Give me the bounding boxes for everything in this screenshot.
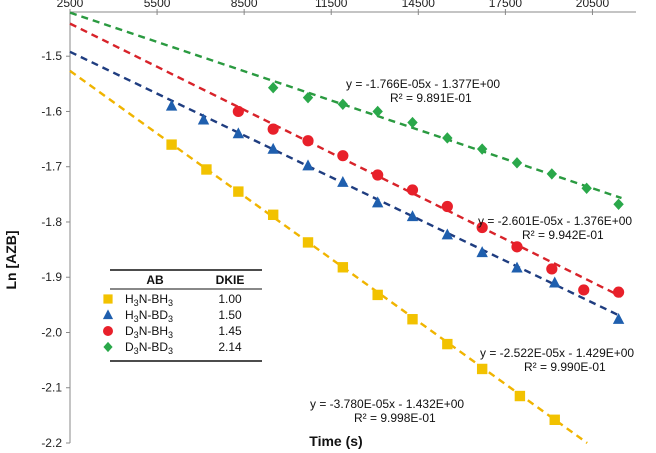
data-point (267, 142, 279, 154)
data-point (442, 132, 453, 144)
fit-r-squared: R² = 9.942E-01 (522, 228, 604, 242)
data-point (581, 182, 592, 194)
data-point (302, 159, 314, 171)
data-point (165, 99, 178, 111)
data-point (546, 168, 558, 180)
x-tick-label: 2500 (57, 0, 84, 10)
data-point (267, 123, 279, 135)
data-point (232, 127, 245, 139)
fit-r-squared: R² = 9.998E-01 (354, 411, 436, 425)
x-axis-title: Time (s) (309, 433, 362, 449)
data-point (476, 363, 488, 375)
data-point (578, 284, 590, 296)
axes: 2500 5500 8500 11500 14500 17500 20500 -1.5 -1.6… (41, 0, 636, 450)
data-point (232, 105, 244, 118)
data-point (103, 294, 113, 304)
legend-label: H3N-BH3 (125, 292, 173, 308)
data-point (372, 105, 383, 118)
x-tick-label: 17500 (489, 0, 523, 10)
data-point (406, 184, 419, 196)
y-tick-label: -1.8 (41, 215, 62, 229)
fit-equation: y = -2.601E-05x - 1.376E+00 (478, 214, 632, 228)
legend-dkie-value: 1.50 (218, 308, 242, 322)
y-axis-title: Ln [AZB] (3, 230, 19, 289)
fit-equation: y = -3.780E-05x - 1.432E+00 (310, 397, 464, 411)
data-point (337, 150, 349, 162)
x-tick-label: 11500 (315, 0, 348, 10)
data-point (406, 210, 419, 222)
fit-equation: y = -2.522E-05x - 1.429E+00 (480, 346, 634, 360)
data-point (372, 169, 384, 181)
fit-r-squared: R² = 9.990E-01 (524, 360, 606, 374)
data-point (337, 175, 349, 187)
legend-label: H3N-BD3 (125, 308, 173, 324)
y-tick-label: -2.1 (41, 381, 62, 395)
data-point (511, 241, 523, 253)
fit-line (69, 69, 588, 444)
x-tick-label: 14500 (402, 0, 436, 10)
data-point (514, 390, 526, 402)
data-point (476, 246, 488, 258)
legend-label: D3N-BD3 (125, 340, 173, 356)
data-point (441, 228, 454, 240)
data-point (546, 263, 558, 275)
y-tick-label: -1.9 (41, 270, 62, 284)
legend-dkie-value: 1.45 (218, 324, 242, 338)
data-point (166, 139, 177, 150)
legend-label: D3N-BH3 (125, 324, 173, 340)
data-point (337, 98, 349, 110)
data-points (165, 82, 625, 425)
legend-header-dkie: DKIE (216, 273, 245, 287)
data-point (337, 262, 349, 273)
legend-dkie-value: 2.14 (218, 340, 242, 354)
y-tick-label: -1.6 (41, 104, 62, 118)
data-point (372, 289, 383, 301)
legend-dkie-value: 1.00 (218, 292, 242, 306)
data-point (267, 82, 279, 94)
x-tick-label: 20500 (576, 0, 610, 10)
data-point (612, 313, 625, 324)
data-point (612, 286, 625, 298)
y-tick-label: -2.0 (41, 325, 62, 339)
y-tick-label: -2.2 (41, 436, 62, 450)
data-point (441, 200, 453, 213)
data-point (407, 116, 418, 129)
data-point (233, 186, 244, 197)
data-point (267, 209, 279, 220)
y-tick-label: -1.7 (41, 160, 62, 174)
data-point (407, 314, 418, 325)
fit-line (69, 22, 623, 298)
data-point (103, 341, 113, 353)
data-point (302, 91, 314, 104)
data-point (549, 414, 560, 425)
data-point (201, 164, 212, 175)
data-point (511, 157, 523, 169)
fit-equation: y = -1.766E-05x - 1.377E+00 (346, 77, 500, 91)
data-point (511, 261, 523, 273)
data-point (476, 221, 488, 234)
fit-r-squared: R² = 9.891E-01 (390, 91, 472, 105)
x-tick-label: 8500 (231, 0, 258, 10)
data-point (442, 338, 453, 350)
data-point (371, 196, 384, 208)
data-point (476, 143, 488, 155)
legend: AB DKIE H3N-BH3 1.00 H3N-BD3 1.50 D3N-BH3 1.45 D… (102, 269, 262, 362)
data-point (103, 326, 113, 336)
data-point (302, 237, 314, 248)
data-point (302, 135, 314, 147)
data-point (102, 309, 114, 320)
legend-header-ab: AB (146, 273, 164, 287)
data-point (549, 276, 561, 288)
data-point (197, 113, 210, 125)
y-tick-label: -1.5 (41, 49, 62, 63)
x-tick-label: 5500 (144, 0, 171, 10)
data-point (613, 198, 624, 210)
